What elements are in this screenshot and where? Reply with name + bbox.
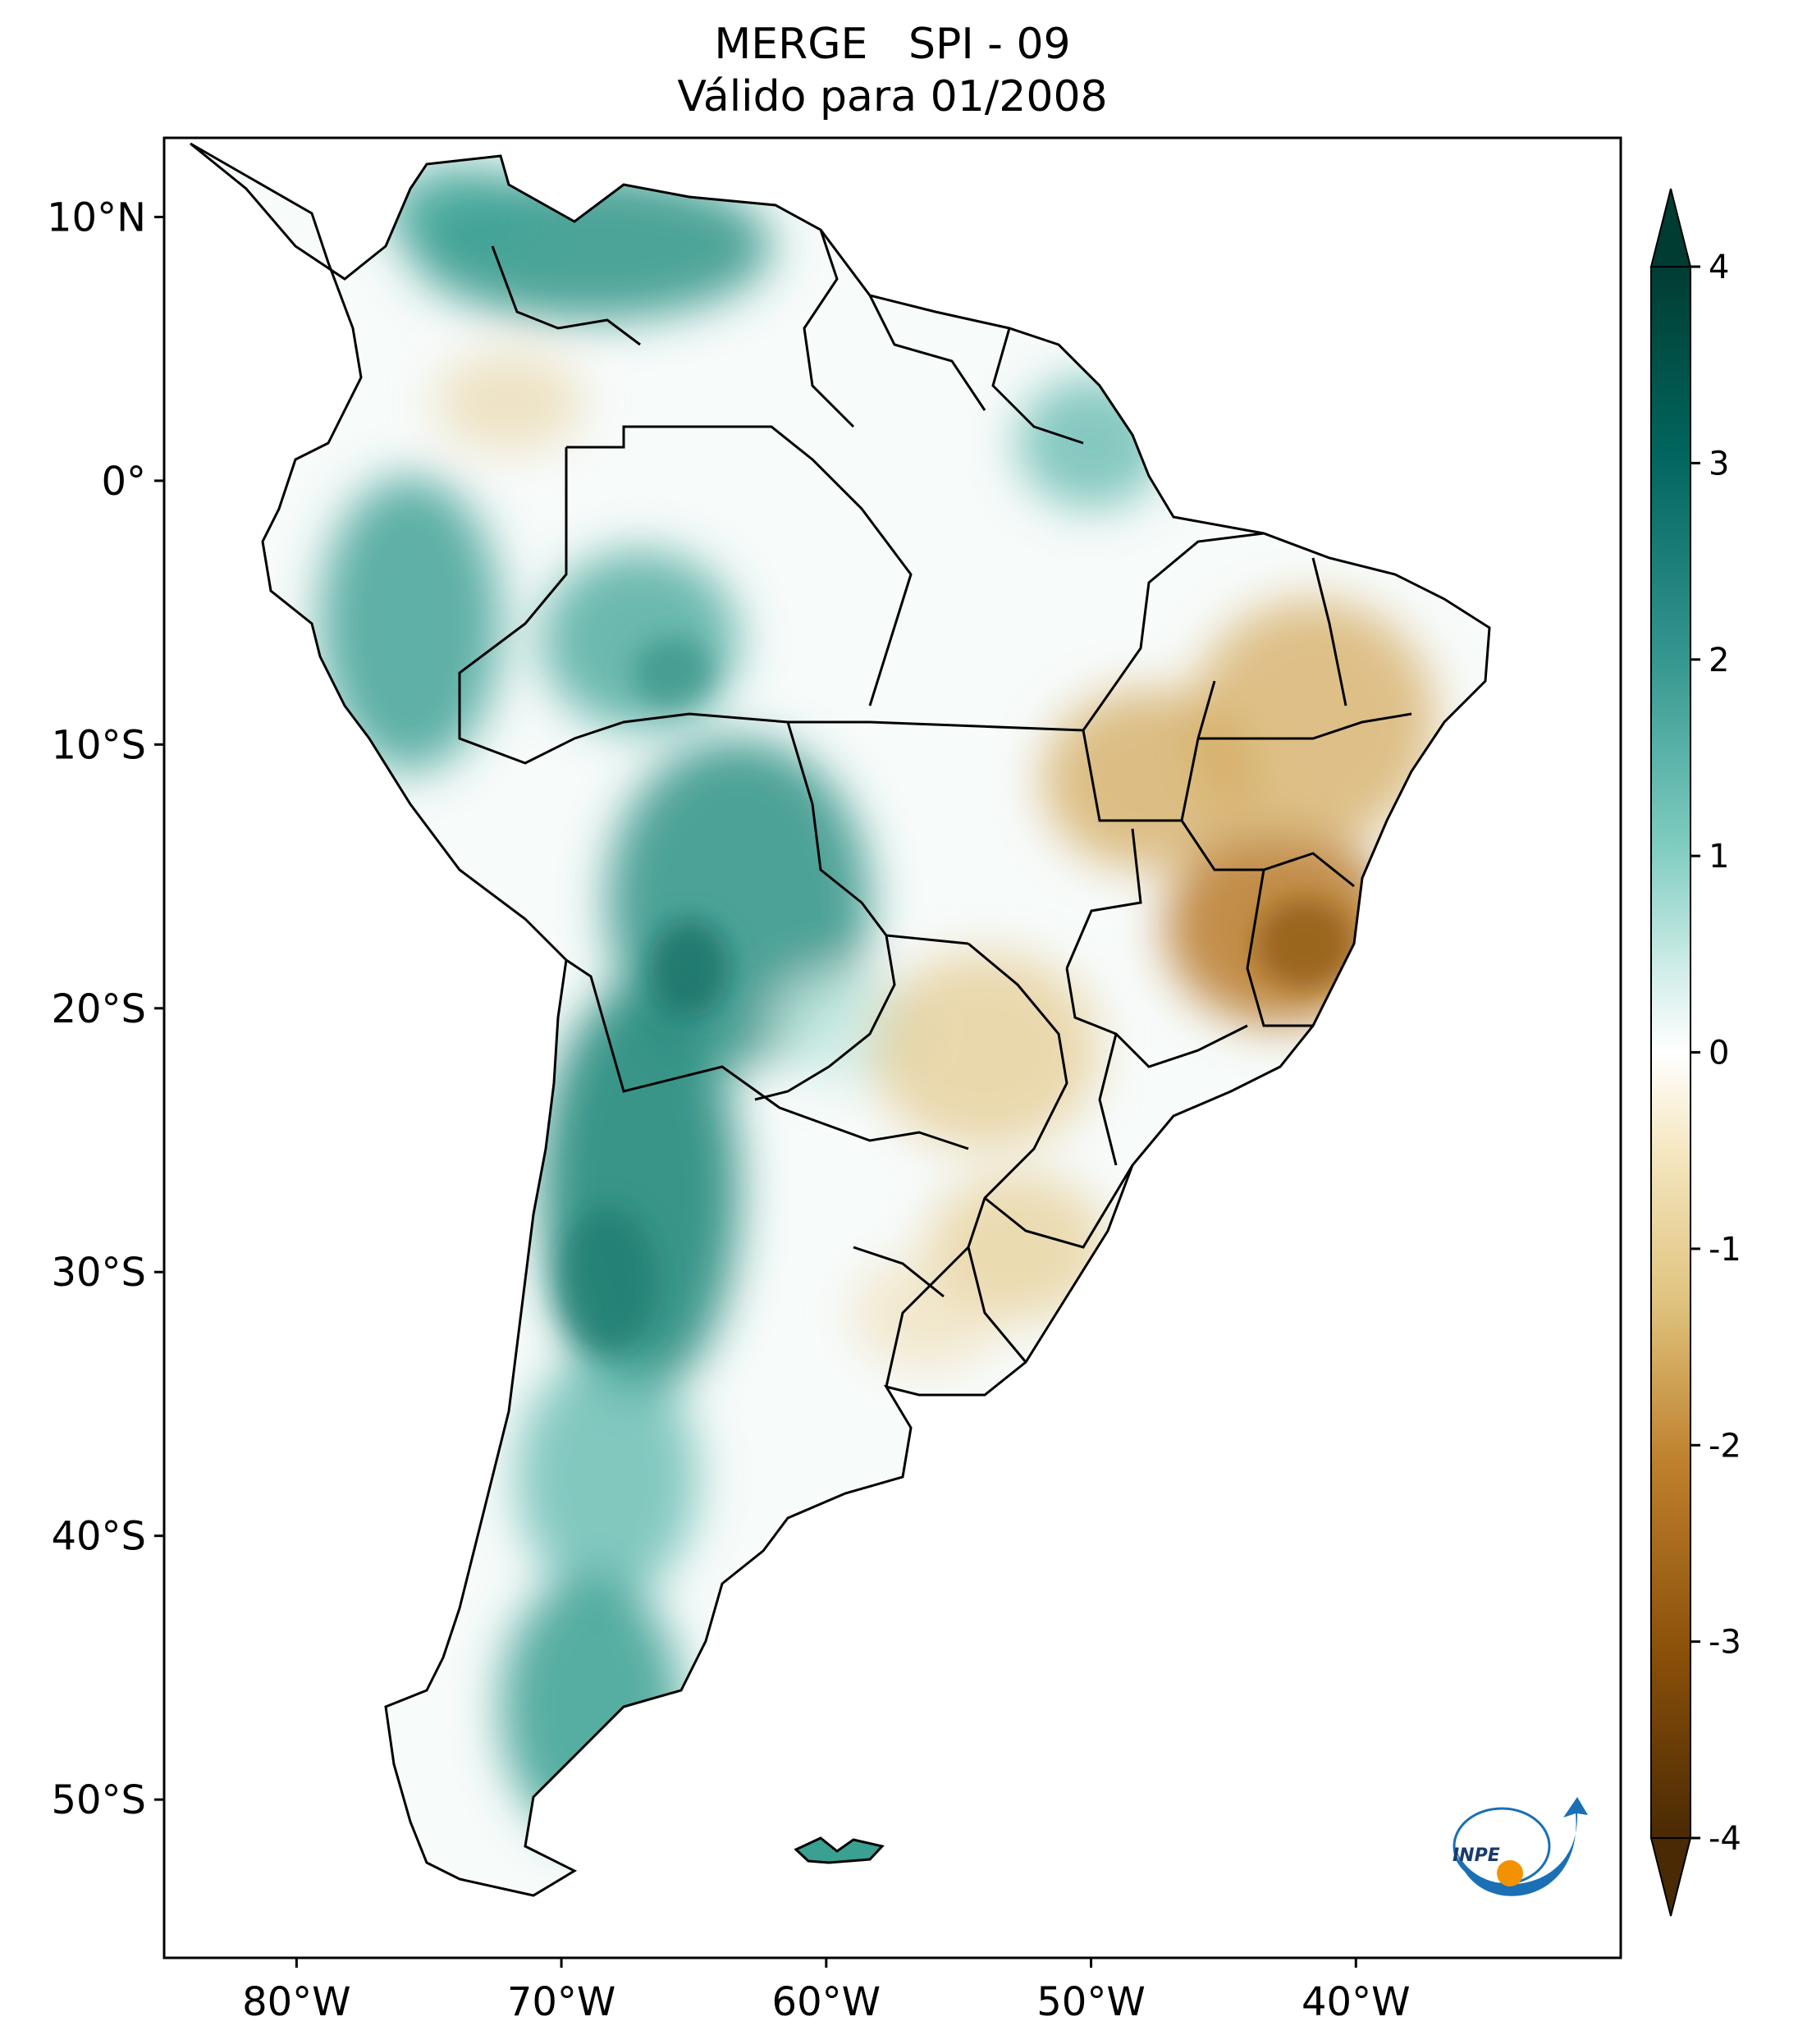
lon-tick-label: 70°W [507,1979,616,2025]
colorbar-tick-label: 1 [1709,838,1729,876]
lon-tick-label: 60°W [772,1979,881,2025]
logo-orange-dot [1497,1860,1523,1886]
continent-outline [190,142,1491,1897]
borders [458,229,1412,1388]
lat-tick-label: 10°N [47,194,146,240]
inpe-logo: INPE [1453,1797,1588,1896]
colorbar-top-extension [1649,188,1692,268]
colorbar: 4 3 2 1 0 -1 -2 -3 -4 [1649,188,1741,1917]
lon-axis: 80°W 70°W 60°W 50°W 40°W [242,1958,1411,2025]
lat-tick-label: 50°S [51,1777,146,1823]
lon-tick-label: 40°W [1302,1979,1411,2025]
colorbar-tick-label: 4 [1709,249,1729,286]
colorbar-tick-label: 2 [1709,642,1729,679]
lat-tick-label: 30°S [51,1250,146,1296]
lon-tick-label: 50°W [1036,1979,1146,2025]
map-title: MERGE SPI - 09 Válido para 01/2008 [164,18,1621,123]
lat-axis: 10°N 0° 10°S 20°S 30°S 40°S 50°S [47,194,164,1823]
colorbar-tick-label: -2 [1709,1427,1741,1465]
lon-tick-label: 80°W [242,1979,351,2025]
colorbar-tick-label: -4 [1709,1820,1741,1858]
title-line-1: MERGE SPI - 09 [714,20,1071,69]
logo-swoosh [1457,1797,1588,1896]
title-line-2: Válido para 01/2008 [677,72,1108,121]
colorbar-tick-label: -1 [1709,1231,1741,1269]
colorbar-tick-label: 0 [1709,1035,1729,1072]
colorbar-gradient [1650,266,1691,1839]
logo-text: INPE [1453,1845,1500,1866]
lat-tick-label: 40°S [51,1514,146,1560]
lat-tick-label: 20°S [51,986,146,1032]
lat-tick-label: 10°S [51,722,146,768]
colorbar-tick-label: -3 [1709,1624,1741,1662]
colorbar-bottom-extension [1649,1837,1692,1917]
lat-tick-label: 0° [101,459,146,505]
colorbar-ticks: 4 3 2 1 0 -1 -2 -3 -4 [1690,249,1741,1858]
falkland-islands [794,1836,885,1864]
colorbar-tick-label: 3 [1709,445,1729,482]
